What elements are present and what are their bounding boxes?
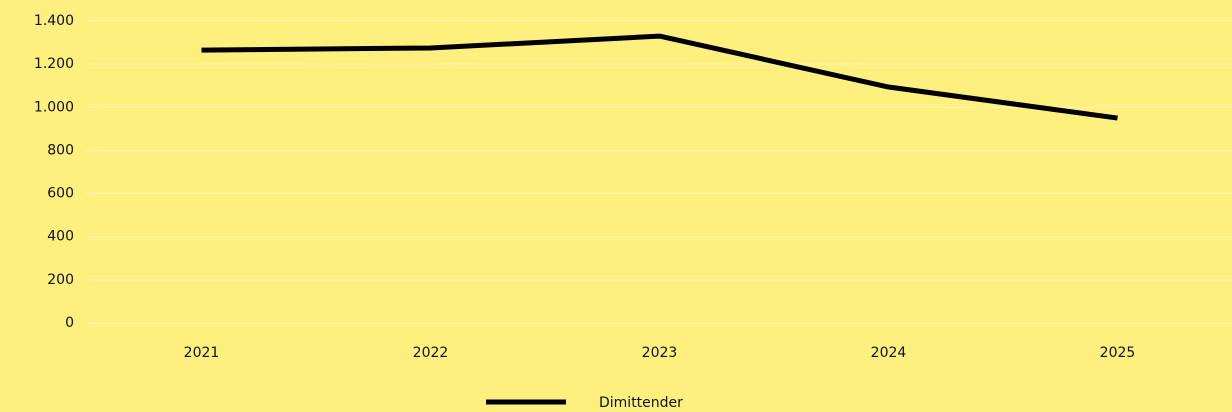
x-tick-label: 2025 (1100, 345, 1136, 361)
y-tick-label: 600 (47, 186, 74, 202)
y-tick-label: 1.400 (34, 13, 74, 29)
y-tick-label: 800 (47, 142, 74, 158)
y-tick-label: 0 (65, 315, 74, 331)
y-tick-label: 1.000 (34, 99, 74, 115)
x-tick-label: 2024 (871, 345, 907, 361)
legend-label: Dimittender (599, 395, 683, 411)
x-tick-label: 2021 (184, 345, 220, 361)
y-tick-label: 200 (47, 272, 74, 288)
x-tick-label: 2023 (642, 345, 678, 361)
x-tick-label: 2022 (413, 345, 449, 361)
y-tick-label: 1.200 (34, 56, 74, 72)
data-line (201, 33, 1118, 121)
y-tick-label: 400 (47, 229, 74, 245)
